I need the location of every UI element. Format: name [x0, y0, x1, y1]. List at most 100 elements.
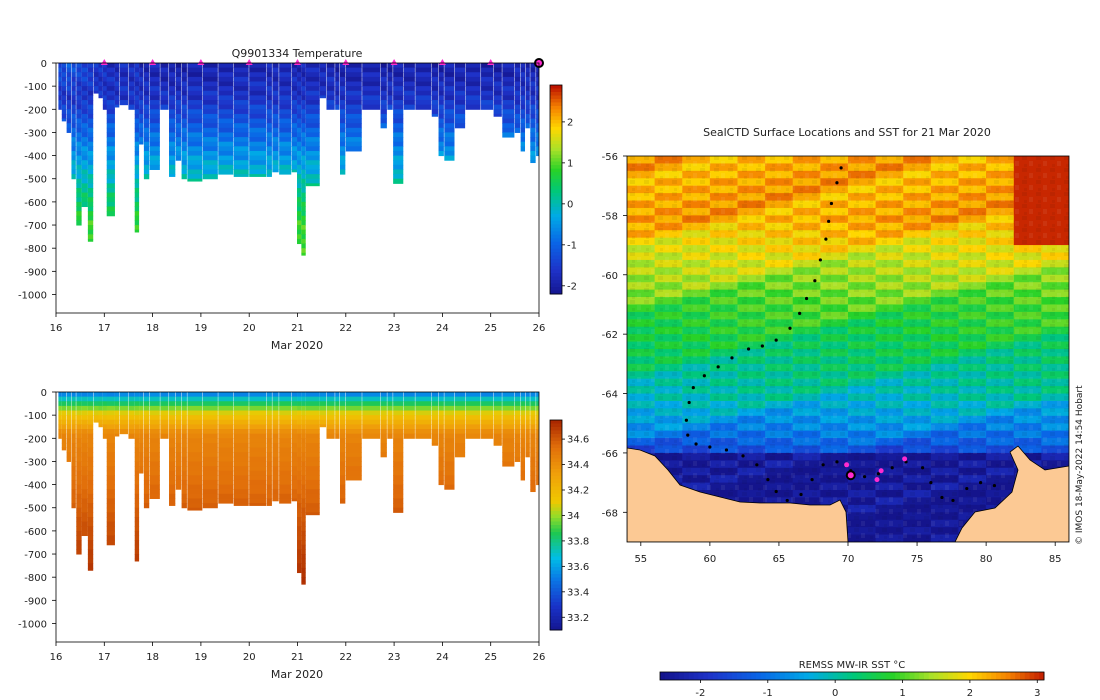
- salinity-cell: [297, 521, 302, 527]
- salinity-cell: [520, 419, 526, 425]
- salinity-cell: [93, 415, 100, 421]
- salinity-cell: [272, 401, 279, 407]
- temperature-cell: [291, 160, 298, 166]
- salinity-cell: [187, 475, 203, 481]
- temperature-cell: [454, 100, 466, 106]
- temperature-cell: [58, 76, 62, 83]
- salinity-cell: [387, 396, 393, 402]
- temperature-cell: [340, 160, 346, 166]
- salinity-cell: [128, 429, 135, 435]
- salinity-profile: [61, 392, 67, 451]
- temperature-cell: [160, 63, 169, 69]
- temperature-cell: [87, 238, 94, 242]
- salinity-cell: [202, 424, 218, 430]
- salinity-cell: [393, 475, 404, 481]
- temperature-cell: [134, 188, 140, 194]
- temperature-cell: [76, 146, 82, 152]
- temperature-cell: [134, 113, 140, 120]
- salinity-cell: [297, 498, 302, 504]
- salinity-cell: [134, 554, 140, 560]
- temperature-cell: [71, 146, 76, 152]
- temperature-cell: [81, 178, 88, 184]
- track-point: [818, 258, 822, 262]
- salinity-cell: [438, 410, 444, 416]
- salinity-cell: [66, 429, 71, 435]
- salinity-cell: [530, 419, 536, 425]
- salinity-cell: [297, 405, 302, 412]
- colorbar-cell: [550, 486, 562, 491]
- x-tick-label: 24: [436, 323, 449, 334]
- salinity-cell: [465, 405, 481, 412]
- temperature-cell: [134, 220, 140, 226]
- sst-colorbar-cell: [703, 672, 709, 680]
- temperature-cell: [301, 137, 306, 143]
- salinity-cell: [169, 493, 176, 499]
- sst-colorbar-cell: [799, 672, 805, 680]
- track-point: [708, 445, 712, 449]
- salinity-cell: [143, 456, 150, 462]
- colorbar-cell: [550, 172, 562, 177]
- temperature-profile: [128, 63, 135, 110]
- salinity-cell: [415, 396, 432, 402]
- salinity-cell: [454, 429, 466, 435]
- temperature-cell: [444, 109, 455, 115]
- temperature-cell: [301, 215, 306, 221]
- sst-colorbar-cell: [717, 672, 723, 680]
- salinity-cell: [380, 396, 387, 402]
- salinity-cell: [454, 452, 466, 458]
- salinity-cell: [530, 447, 536, 453]
- colorbar-cell: [550, 465, 562, 470]
- temperature-cell: [291, 104, 298, 110]
- temperature-cell: [249, 72, 267, 78]
- salinity-profile: [266, 392, 272, 506]
- salinity-cell: [187, 419, 203, 425]
- x-tick-label: 18: [146, 652, 159, 663]
- salinity-cell: [493, 438, 502, 444]
- salinity-cell: [181, 424, 187, 430]
- salinity-cell: [134, 405, 140, 412]
- temperature-profile: [502, 63, 515, 138]
- salinity-cell: [169, 466, 176, 472]
- salinity-cell: [81, 442, 88, 449]
- salinity-cell: [301, 521, 306, 527]
- temperature-cell: [266, 100, 272, 106]
- temperature-cell: [502, 104, 515, 110]
- temperature-cell: [520, 76, 526, 83]
- salinity-cell: [134, 470, 140, 476]
- temperature-cell: [291, 63, 298, 69]
- temperature-cell: [143, 95, 150, 101]
- salinity-cell: [536, 429, 539, 435]
- salinity-cell: [233, 470, 249, 476]
- temperature-cell: [71, 118, 76, 124]
- sst-map-plot: [627, 156, 1069, 542]
- colorbar-tick-label: 33.6: [567, 562, 589, 573]
- salinity-cell: [81, 401, 88, 407]
- salinity-cell: [305, 475, 320, 481]
- salinity-cell: [502, 396, 515, 402]
- temperature-cell: [431, 63, 439, 69]
- salinity-cell: [393, 470, 404, 476]
- temperature-cell: [134, 155, 140, 161]
- temperature-cell: [143, 123, 150, 129]
- temperature-cell: [66, 113, 71, 120]
- temperature-cell: [134, 67, 140, 73]
- salinity-cell: [106, 410, 115, 416]
- salinity-cell: [514, 419, 521, 425]
- y-tick-label: -900: [24, 267, 47, 278]
- temperature-cell: [291, 95, 298, 101]
- colorbar-cell: [550, 511, 562, 515]
- salinity-profile: [160, 392, 169, 439]
- salinity-cell: [134, 461, 140, 467]
- temperature-cell: [393, 72, 404, 78]
- temperature-cell: [297, 178, 302, 184]
- salinity-cell: [181, 442, 187, 449]
- temperature-cell: [525, 90, 530, 96]
- colorbar-cell: [550, 581, 562, 585]
- salinity-cell: [114, 415, 120, 421]
- salinity-cell: [514, 415, 521, 421]
- temperature-cell: [387, 104, 393, 110]
- track-point: [774, 489, 778, 494]
- temperature-panel: Q9901334 Temperature 0-100-200-300-400-5…: [18, 47, 577, 352]
- temperature-cell: [76, 215, 82, 221]
